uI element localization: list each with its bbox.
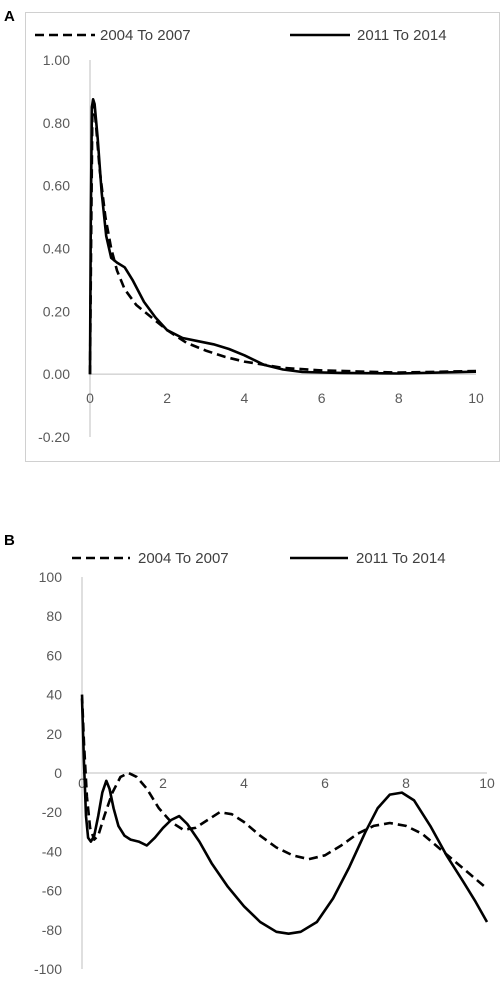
panel-b-x-tick-label: 8 — [402, 775, 410, 791]
panel-b-x-tick-label: 6 — [321, 775, 329, 791]
panel-b-legend-label-2: 2011 To 2014 — [356, 550, 446, 567]
panel-a-frame — [25, 12, 500, 462]
panel-b-frame — [25, 532, 500, 982]
panel-a-x-tick-label: 6 — [318, 390, 326, 406]
panel-b-y-tick-label: 20 — [46, 726, 62, 742]
panel-b-x-tick-label: 4 — [240, 775, 248, 791]
panel-a-y-tick-label: -0.20 — [38, 429, 70, 445]
panel-a-legend-label-2: 2011 To 2014 — [357, 27, 447, 44]
panel-b-y-tick-label: 0 — [54, 765, 62, 781]
panel-a-y-tick-label: 0.00 — [43, 366, 70, 382]
panel-a-x-tick-label: 0 — [86, 390, 94, 406]
panel-a-letter: A — [4, 8, 15, 25]
panel-b-y-tick-label: -60 — [42, 883, 62, 899]
panel-a-y-tick-label: 0.20 — [43, 303, 70, 319]
panel-b-y-tick-label: -80 — [42, 922, 62, 938]
panel-b-y-tick-label: 40 — [46, 687, 62, 703]
panel-b-y-tick-label: 60 — [46, 647, 62, 663]
panel-b-series-line-1 — [80, 694, 488, 890]
panel-a-x-tick-label: 10 — [468, 390, 484, 406]
panel-a-x-tick-label: 8 — [395, 390, 403, 406]
panel-a-series-line-2 — [88, 98, 477, 375]
panel-a-y-tick-label: 0.60 — [43, 178, 70, 194]
panel-b-y-tick-label: -100 — [34, 961, 62, 977]
panel-a-y-tick-label: 1.00 — [43, 52, 70, 68]
panel-b-y-tick-label: 80 — [46, 608, 62, 624]
panel-b-y-tick-label: 100 — [39, 569, 63, 585]
panel-b-y-tick-label: -40 — [42, 843, 62, 859]
panel-a-x-tick-label: 4 — [241, 390, 249, 406]
panel-a-y-tick-label: 0.40 — [43, 241, 70, 257]
panel-b-series-line-2 — [80, 698, 489, 935]
panel-b-y-tick-label: -20 — [42, 804, 62, 820]
panel-a-legend-label-1: 2004 To 2007 — [100, 27, 191, 44]
panel-b-x-tick-label: 2 — [159, 775, 167, 791]
panel-b-x-tick-label: 0 — [78, 775, 86, 791]
panel-a-series-line-1 — [88, 102, 477, 375]
panel-a-x-tick-label: 2 — [163, 390, 171, 406]
panel-b-legend-label-1: 2004 To 2007 — [138, 550, 229, 567]
panel-a-y-tick-label: 0.80 — [43, 115, 70, 131]
panel-b-x-tick-label: 10 — [479, 775, 495, 791]
panel-b-letter: B — [4, 532, 15, 549]
